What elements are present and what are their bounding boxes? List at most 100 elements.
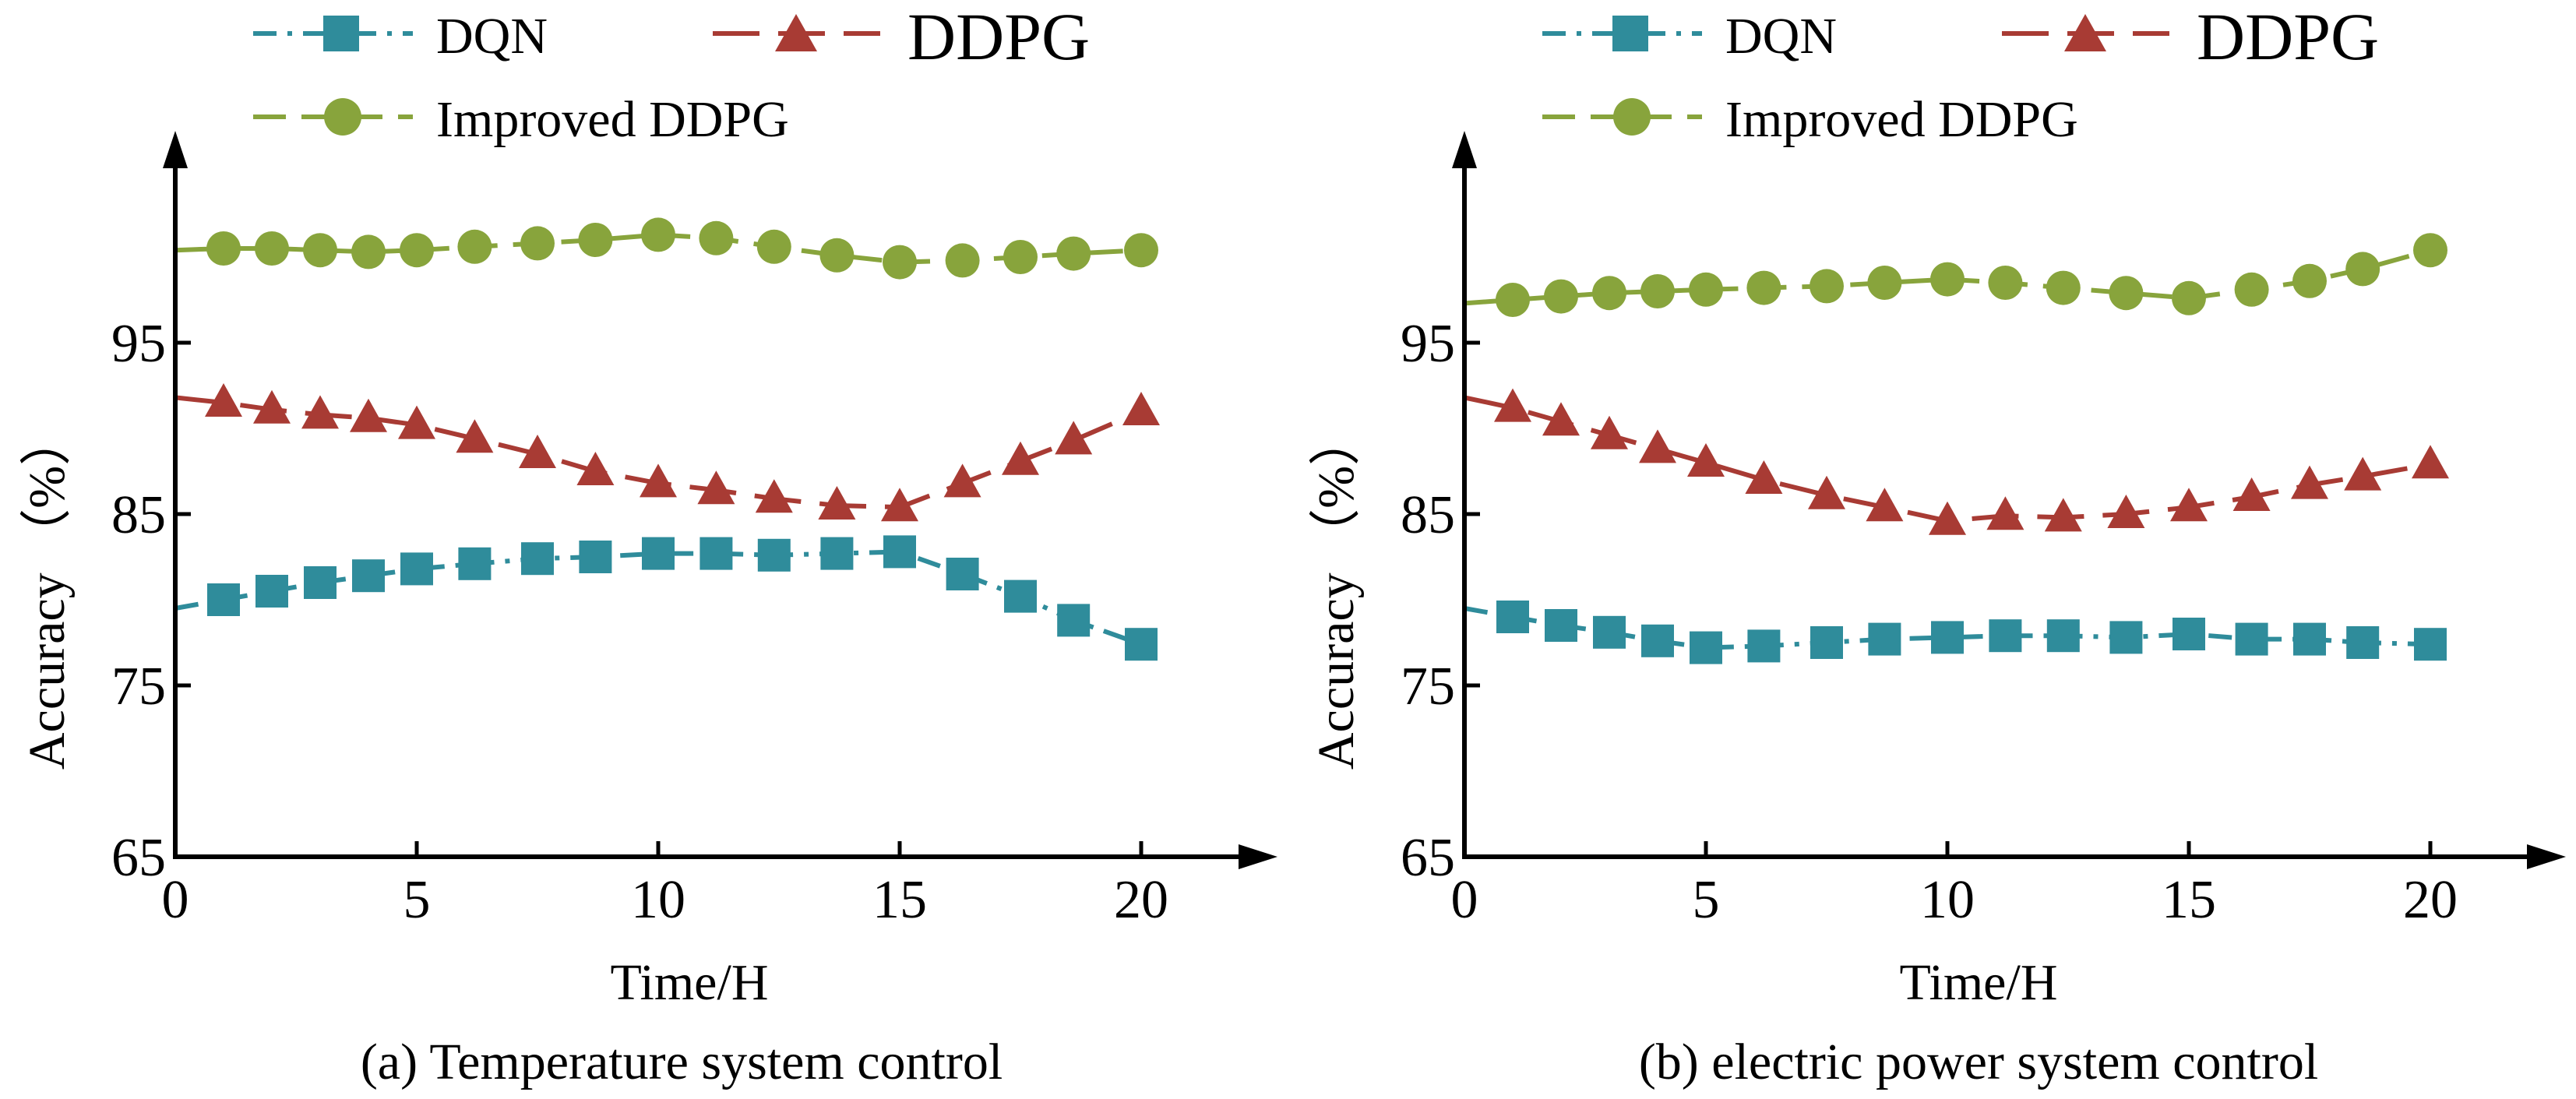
y-tick-label-75: 75 xyxy=(1401,657,1455,717)
point-dqn-1 xyxy=(207,583,240,616)
x-tick-label-20: 20 xyxy=(1114,870,1168,930)
point-improved-ddpg-6 xyxy=(1746,270,1781,305)
y-tick-label-85: 85 xyxy=(1401,485,1455,545)
point-ddpg-14 xyxy=(2232,477,2271,511)
point-dqn-2 xyxy=(255,575,288,608)
point-dqn-1 xyxy=(1496,601,1529,633)
point-dqn-13 xyxy=(883,535,916,569)
point-ddpg-1 xyxy=(205,383,242,417)
point-dqn-5 xyxy=(400,552,433,586)
x-tick-label-0: 0 xyxy=(1451,870,1478,930)
caption-b: (b) electric power system control xyxy=(1639,1034,2318,1090)
point-ddpg-13 xyxy=(2170,488,2208,522)
legend-improved-ddpg-label: Improved DDPG xyxy=(436,91,789,148)
point-improved-ddpg-5 xyxy=(1689,272,1723,307)
legend-ddpg-label: DDPG xyxy=(2197,0,2379,74)
point-improved-ddpg-1 xyxy=(206,231,241,266)
x-axis-label: Time/H xyxy=(611,954,769,1011)
point-improved-ddpg-11 xyxy=(2046,270,2081,305)
x-tick-label-10: 10 xyxy=(1920,870,1975,930)
point-improved-ddpg-13 xyxy=(2172,280,2206,315)
point-ddpg-8 xyxy=(1866,488,1904,522)
point-improved-ddpg-2 xyxy=(1544,279,1578,314)
point-dqn-15 xyxy=(1004,579,1037,613)
point-improved-ddpg-3 xyxy=(303,233,337,268)
point-ddpg-3 xyxy=(301,395,339,429)
point-improved-ddpg-10 xyxy=(699,220,734,255)
point-ddpg-6 xyxy=(456,419,494,453)
point-dqn-7 xyxy=(521,542,554,576)
point-dqn-4 xyxy=(1641,624,1674,657)
x-tick-label-5: 5 xyxy=(403,870,431,930)
point-improved-ddpg-5 xyxy=(400,233,434,268)
point-improved-ddpg-9 xyxy=(641,217,675,252)
y-tick-label-85: 85 xyxy=(111,485,166,545)
y-tick-label-65: 65 xyxy=(1401,828,1455,888)
legend-improved-ddpg-label: Improved DDPG xyxy=(1725,91,2078,148)
point-ddpg-15 xyxy=(1002,441,1039,475)
x-axis-arrow xyxy=(1239,844,1277,869)
point-improved-ddpg-8 xyxy=(578,223,613,257)
point-improved-ddpg-16 xyxy=(1056,236,1091,271)
x-tick-label-15: 15 xyxy=(2162,870,2216,930)
point-improved-ddpg-17 xyxy=(2413,233,2447,268)
point-improved-ddpg-15 xyxy=(2292,263,2327,298)
point-ddpg-9 xyxy=(1929,501,1966,535)
point-ddpg-17 xyxy=(1122,392,1160,425)
point-ddpg-8 xyxy=(576,452,615,485)
point-ddpg-12 xyxy=(2107,495,2145,528)
point-improved-ddpg-6 xyxy=(457,229,492,264)
y-tick-label-75: 75 xyxy=(111,657,166,717)
point-ddpg-5 xyxy=(1687,443,1725,477)
point-dqn-5 xyxy=(1690,631,1722,664)
point-dqn-9 xyxy=(642,537,675,570)
point-improved-ddpg-14 xyxy=(2234,272,2269,307)
point-ddpg-6 xyxy=(1745,460,1783,494)
x-tick-label-20: 20 xyxy=(2403,870,2458,930)
point-dqn-6 xyxy=(458,547,492,580)
point-dqn-4 xyxy=(352,559,385,593)
legend-entry-dqn: DQN xyxy=(1542,8,1837,65)
legend-entry-ddpg: DDPG xyxy=(2002,0,2379,74)
point-ddpg-7 xyxy=(519,435,556,468)
point-improved-ddpg-7 xyxy=(520,226,555,261)
point-dqn-7 xyxy=(1810,626,1843,659)
point-ddpg-3 xyxy=(1591,415,1628,449)
point-improved-ddpg-12 xyxy=(2109,276,2144,311)
legend-entry-improved-ddpg: Improved DDPG xyxy=(253,91,789,148)
point-ddpg-5 xyxy=(398,405,435,439)
point-improved-ddpg-3 xyxy=(1592,276,1626,311)
x-tick-label-0: 0 xyxy=(162,870,189,930)
y-axis-arrow xyxy=(163,131,188,168)
legend-dqn-label: DQN xyxy=(436,8,548,65)
point-ddpg-13 xyxy=(881,488,918,522)
point-improved-ddpg-17 xyxy=(1124,233,1158,268)
y-tick-label-95: 95 xyxy=(111,314,166,374)
point-dqn-8 xyxy=(1868,622,1901,656)
point-dqn-17 xyxy=(1125,628,1158,661)
axes xyxy=(163,131,1277,869)
legend-dqn-label: DQN xyxy=(1725,8,1837,65)
point-ddpg-4 xyxy=(350,398,387,432)
legend-dqn-marker xyxy=(1612,16,1648,51)
point-improved-ddpg-15 xyxy=(1003,240,1038,274)
legend-dqn-marker xyxy=(323,16,359,51)
point-ddpg-14 xyxy=(943,463,981,498)
point-dqn-12 xyxy=(820,537,854,570)
legend-ddpg-marker xyxy=(775,14,817,51)
point-ddpg-10 xyxy=(1986,496,2025,530)
x-tick-label-5: 5 xyxy=(1693,870,1720,930)
axes xyxy=(1452,131,2566,869)
x-axis-label: Time/H xyxy=(1900,954,2058,1011)
x-tick-label-15: 15 xyxy=(872,870,927,930)
point-improved-ddpg-14 xyxy=(945,243,980,278)
point-ddpg-7 xyxy=(1808,475,1845,509)
y-axis-label: Accuracy （%） xyxy=(19,414,76,770)
legend: DQN DDPG Improved DDPG xyxy=(253,0,1090,148)
chart-panel-b: DQN DDPG Improved DDPG 0 5 10 15 2065758595 … xyxy=(1308,0,2566,1090)
point-dqn-6 xyxy=(1747,629,1781,663)
legend-improved-ddpg-marker xyxy=(324,98,361,136)
y-axis-arrow xyxy=(1452,131,1477,168)
legend: DQN DDPG Improved DDPG xyxy=(1542,0,2379,148)
